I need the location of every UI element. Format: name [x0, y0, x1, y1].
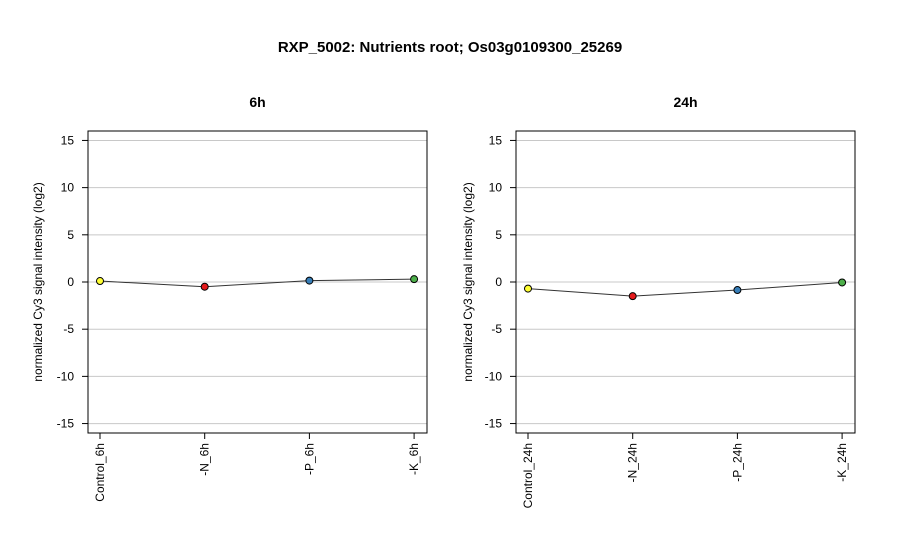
y-tick-label: 0 [67, 275, 74, 289]
data-point [200, 282, 209, 291]
series-line [99, 278, 415, 288]
y-tick-label: 10 [489, 181, 503, 195]
y-tick-label: -10 [57, 369, 75, 383]
y-tick-label: -15 [485, 417, 503, 431]
data-point [524, 284, 532, 293]
data-point [96, 277, 104, 286]
data-point [410, 275, 419, 284]
x-tick-label: -P_24h [730, 443, 744, 482]
chart-panel-0: 15 10 5 0 -5 -10 -15 normalized Cy3 signal inte… [31, 94, 428, 502]
page-title: RXP_5002: Nutrients root; Os03g0109300_2… [277, 39, 623, 56]
series-line [527, 281, 843, 297]
x-tick-label: -N_24h [626, 443, 640, 482]
x-tick-label: Control_24h [521, 443, 535, 508]
x-tick-label: Control_6h [93, 443, 107, 502]
y-tick-label: -15 [57, 417, 75, 431]
x-tick-label: -K_6h [407, 443, 421, 475]
y-tick-label: -10 [485, 369, 503, 383]
data-point [305, 276, 314, 285]
y-tick-label: -5 [63, 322, 74, 336]
panel-title: 6h [249, 94, 265, 110]
data-point [628, 292, 637, 301]
y-axis-label: normalized Cy3 signal intensity (log2) [31, 182, 45, 381]
y-tick-label: 0 [495, 275, 502, 289]
data-point [733, 286, 742, 295]
x-tick-label: -P_6h [302, 443, 316, 475]
y-tick-label: 5 [495, 228, 502, 242]
data-point [838, 278, 847, 287]
chart-panel-1: 15 10 5 0 -5 -10 -15 normalized Cy3 signal inte… [461, 94, 856, 508]
y-axis-label: normalized Cy3 signal intensity (log2) [461, 182, 475, 381]
x-tick-label: -N_6h [198, 443, 212, 476]
y-tick-label: 15 [489, 133, 503, 147]
y-tick-label: 5 [67, 228, 74, 242]
y-tick-label: 10 [61, 181, 75, 195]
y-tick-label: 15 [61, 133, 75, 147]
x-tick-label: -K_24h [835, 443, 849, 482]
panel-title: 24h [673, 94, 697, 110]
y-tick-label: -5 [491, 322, 502, 336]
